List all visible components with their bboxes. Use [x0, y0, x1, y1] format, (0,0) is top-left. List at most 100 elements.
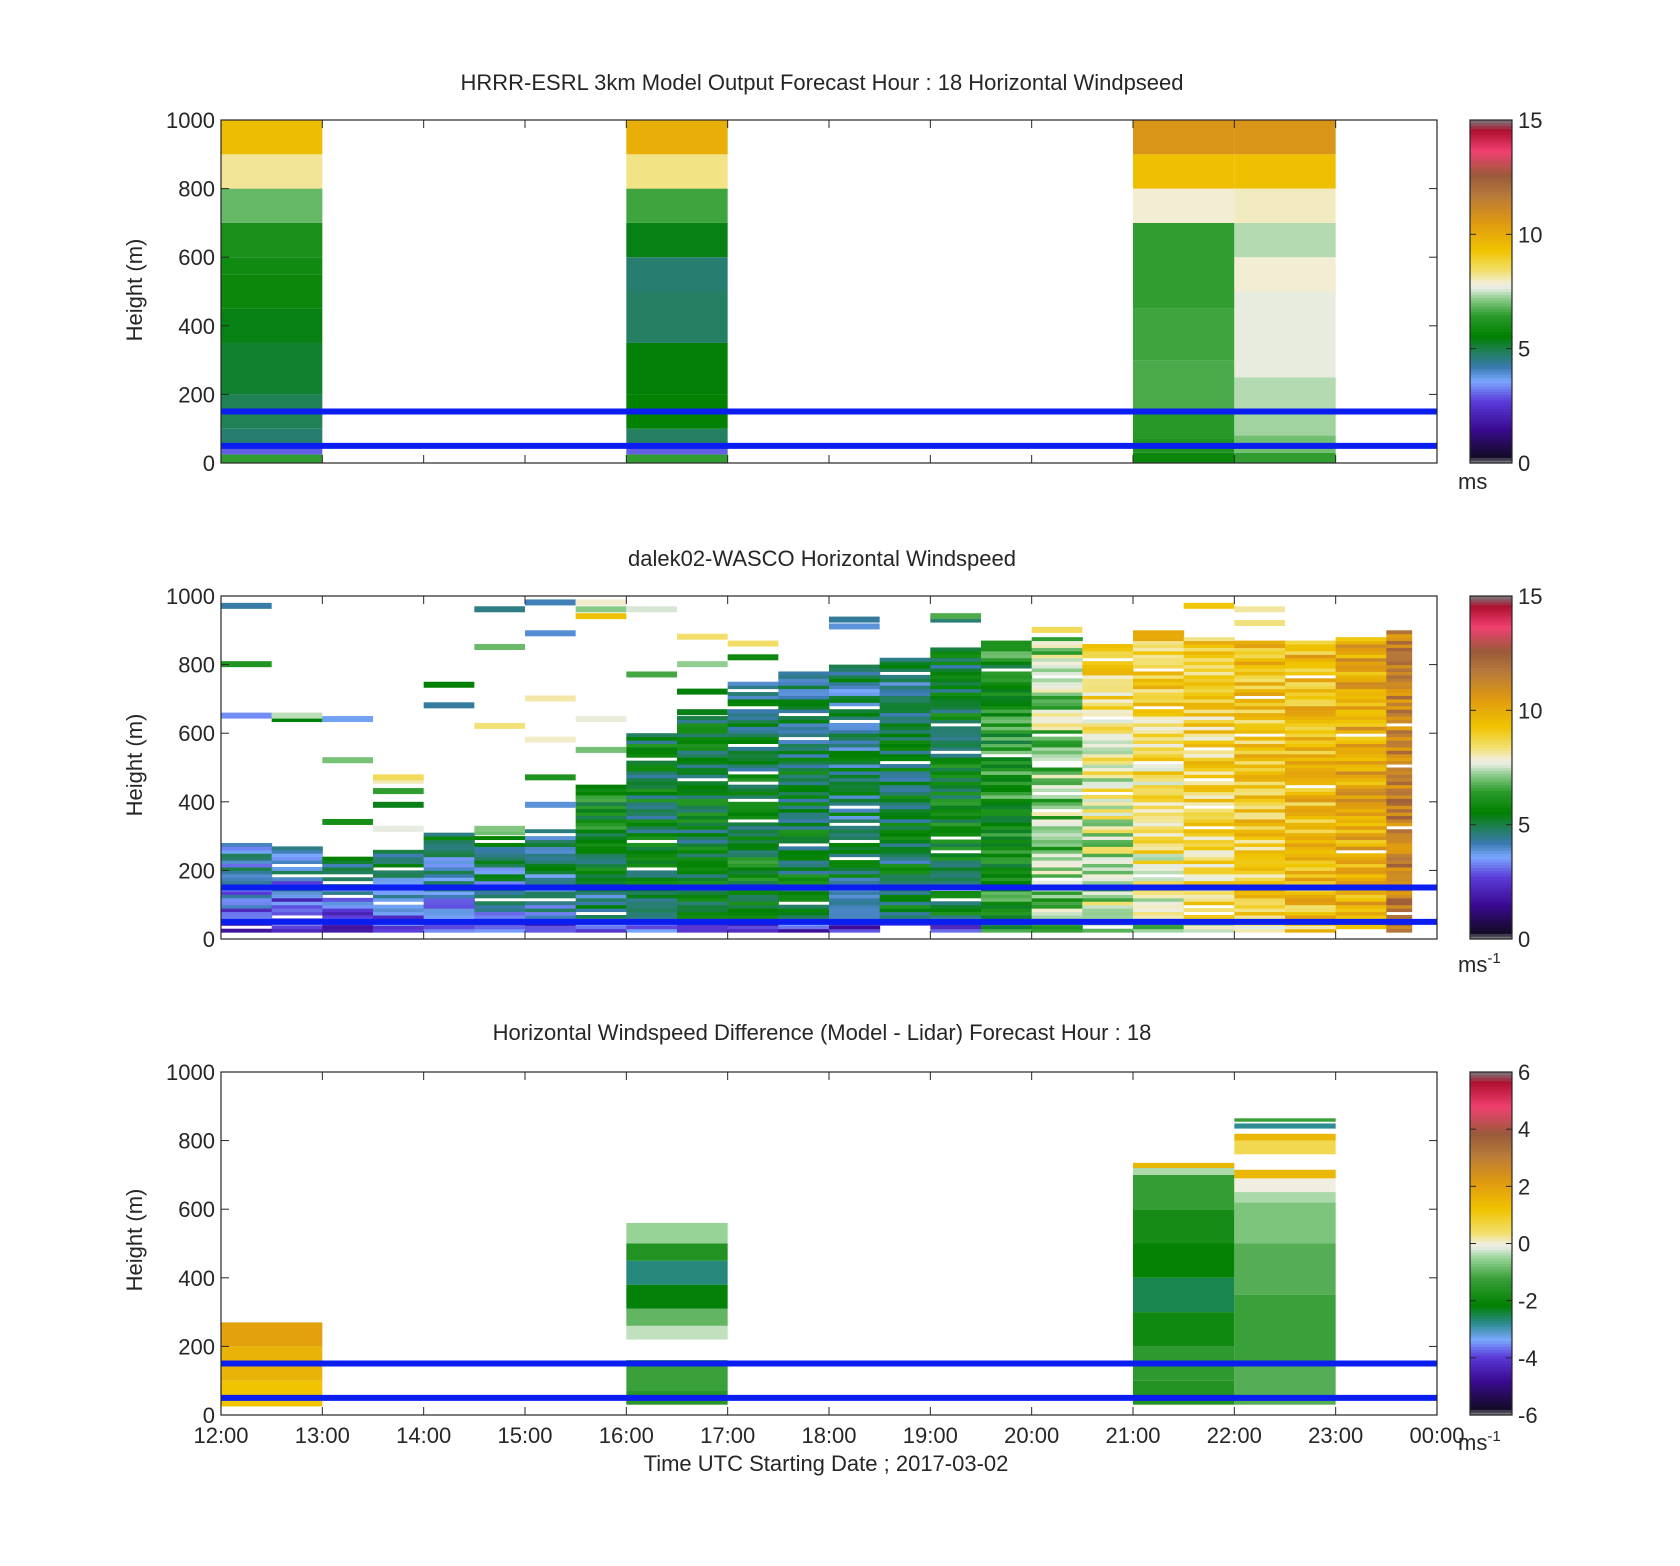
- heatmap-cell: [221, 1380, 323, 1407]
- heatmap-cell: [474, 911, 526, 916]
- heatmap-cell: [981, 801, 1033, 806]
- heatmap-cell: [1031, 866, 1083, 871]
- colorbar-segment: [1470, 445, 1512, 450]
- heatmap-cell: [778, 853, 830, 858]
- heatmap-cell: [626, 798, 678, 803]
- heatmap-cell: [423, 894, 475, 899]
- heatmap-cell: [981, 839, 1033, 844]
- heatmap-cell: [1386, 681, 1413, 686]
- heatmap-cell: [829, 757, 881, 762]
- heatmap-cell: [981, 705, 1033, 710]
- heatmap-cell: [1183, 784, 1235, 789]
- heatmap-cell: [575, 798, 627, 803]
- heatmap-cell: [930, 914, 982, 919]
- heatmap-cell: [322, 716, 373, 723]
- colorbar-segment: [1470, 251, 1512, 255]
- heatmap-cell: [626, 188, 728, 223]
- heatmap-cell: [1386, 808, 1413, 813]
- heatmap-cell: [373, 801, 424, 808]
- heatmap-cell: [778, 760, 830, 765]
- heatmap-cell: [930, 808, 982, 813]
- heatmap-cell: [1183, 661, 1235, 666]
- colorbar-segment: [1470, 1120, 1512, 1125]
- heatmap-cell: [930, 770, 982, 775]
- colorbar-segment: [1470, 351, 1512, 355]
- heatmap-cell: [1082, 894, 1134, 899]
- heatmap-cell: [373, 853, 425, 858]
- heatmap-cell: [677, 877, 729, 882]
- heatmap-cell: [1082, 760, 1134, 765]
- heatmap-cell: [879, 849, 931, 854]
- heatmap-cell: [879, 764, 931, 768]
- heatmap-cell: [1133, 860, 1185, 865]
- heatmap-cell: [1234, 257, 1336, 292]
- heatmap-cell: [930, 825, 982, 830]
- heatmap-cell: [829, 740, 881, 744]
- heatmap-cell: [1386, 777, 1413, 782]
- heatmap-cell: [1082, 866, 1134, 871]
- heatmap-cell: [677, 746, 729, 751]
- colorbar-segment: [1470, 285, 1512, 290]
- heatmap-cell: [1234, 770, 1286, 775]
- heatmap-cell: [1082, 726, 1134, 731]
- heatmap-cell: [271, 877, 323, 882]
- y-tick-label: 400: [178, 790, 215, 815]
- heatmap-cell: [221, 928, 273, 933]
- colorbar-segment: [1470, 282, 1512, 287]
- heatmap-cell: [626, 928, 678, 933]
- heatmap-cell: [1386, 688, 1413, 693]
- heatmap-cell: [930, 692, 982, 696]
- heatmap-cell: [626, 822, 678, 827]
- colorbar-segment: [1470, 231, 1512, 235]
- heatmap-cell: [1386, 846, 1413, 851]
- heatmap-cell: [1234, 908, 1286, 913]
- heatmap-cell: [1082, 836, 1134, 841]
- heatmap-cell: [879, 729, 931, 734]
- heatmap-cell: [727, 877, 779, 882]
- heatmap-cell: [1285, 698, 1337, 703]
- heatmap-cell: [930, 925, 982, 930]
- colorbar-segment: [1470, 214, 1512, 218]
- heatmap-cell: [879, 894, 931, 899]
- heatmap-cell: [778, 729, 830, 734]
- heatmap-cell: [727, 860, 779, 865]
- heatmap-cell: [1082, 798, 1134, 803]
- heatmap-cell: [1183, 685, 1235, 690]
- heatmap-cell: [1031, 719, 1083, 724]
- heatmap-cell: [981, 877, 1033, 882]
- heatmap-cell: [829, 914, 881, 919]
- heatmap-cell: [1335, 877, 1387, 882]
- heatmap-cell: [981, 722, 1033, 727]
- colorbar-segment: [1470, 245, 1512, 250]
- colorbar-segment: [1470, 1280, 1512, 1285]
- heatmap-cell: [1285, 818, 1337, 823]
- heatmap-cell: [829, 750, 881, 755]
- heatmap-cell: [221, 894, 273, 899]
- colorbar-segment: [1470, 770, 1512, 774]
- heatmap-cell: [981, 815, 1033, 820]
- heatmap-cell: [626, 342, 728, 395]
- heatmap-cell: [1335, 832, 1387, 837]
- heatmap-cell: [677, 633, 728, 640]
- heatmap-cell: [1183, 705, 1235, 710]
- heatmap-cell: [1234, 740, 1286, 744]
- heatmap-cell: [727, 681, 779, 686]
- heatmap-cell: [1133, 630, 1185, 635]
- heatmap-cell: [829, 674, 881, 679]
- heatmap-cell: [1031, 894, 1083, 899]
- colorbar-segment: [1470, 1377, 1512, 1382]
- colorbar-segment: [1470, 1103, 1512, 1107]
- heatmap-cell: [930, 781, 982, 786]
- heatmap-cell: [221, 856, 273, 861]
- colorbar-segment: [1470, 368, 1512, 373]
- heatmap-cell: [879, 832, 931, 837]
- heatmap-cell: [727, 777, 779, 782]
- heatmap-cell: [778, 692, 830, 696]
- heatmap-cell: [1285, 836, 1337, 841]
- heatmap-cell: [525, 839, 577, 844]
- heatmap-cell: [1234, 784, 1286, 789]
- colorbar-segment: [1470, 707, 1512, 711]
- heatmap-cell: [1031, 640, 1083, 645]
- colorbar-segment: [1470, 1117, 1512, 1122]
- heatmap-cell: [981, 829, 1033, 834]
